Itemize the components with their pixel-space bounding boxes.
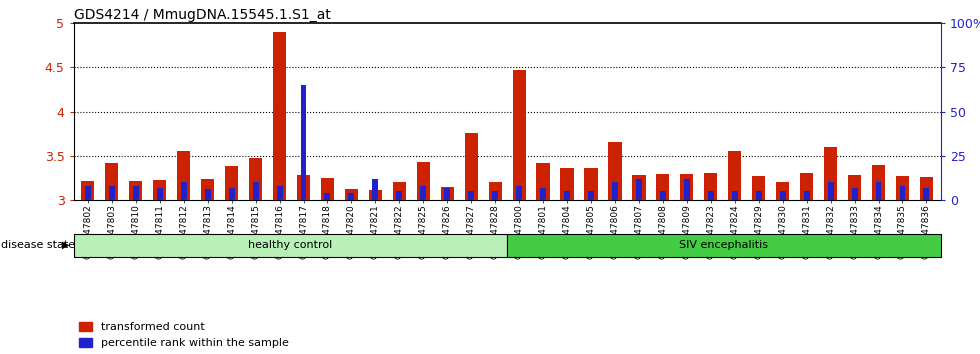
- Bar: [848, 175, 861, 200]
- Bar: [564, 191, 570, 200]
- Bar: [393, 182, 406, 200]
- Bar: [228, 188, 234, 200]
- Bar: [684, 179, 690, 200]
- Bar: [320, 178, 334, 200]
- Bar: [153, 180, 167, 200]
- Bar: [872, 165, 885, 200]
- Bar: [657, 175, 669, 200]
- Bar: [705, 173, 717, 200]
- Bar: [513, 70, 525, 200]
- Bar: [109, 186, 115, 200]
- Bar: [828, 182, 834, 200]
- Bar: [824, 147, 837, 200]
- Bar: [536, 163, 550, 200]
- Bar: [516, 186, 522, 200]
- Bar: [923, 188, 929, 200]
- Bar: [253, 182, 259, 200]
- Legend: transformed count, percentile rank within the sample: transformed count, percentile rank withi…: [79, 322, 289, 348]
- Bar: [732, 191, 738, 200]
- Bar: [249, 158, 263, 200]
- Bar: [465, 133, 478, 200]
- Bar: [297, 175, 310, 200]
- Bar: [372, 179, 378, 200]
- Bar: [780, 191, 786, 200]
- Bar: [276, 186, 282, 200]
- Bar: [301, 85, 307, 200]
- Bar: [420, 186, 426, 200]
- Bar: [804, 191, 809, 200]
- Bar: [756, 191, 761, 200]
- Bar: [492, 191, 498, 200]
- Bar: [896, 176, 909, 200]
- Bar: [396, 191, 403, 200]
- Bar: [85, 186, 91, 200]
- Bar: [800, 173, 813, 200]
- Bar: [74, 234, 508, 257]
- Bar: [349, 193, 355, 200]
- Bar: [133, 186, 139, 200]
- Bar: [612, 182, 618, 200]
- Bar: [508, 234, 941, 257]
- Bar: [81, 181, 94, 200]
- Bar: [900, 186, 906, 200]
- Bar: [875, 182, 881, 200]
- Bar: [468, 191, 474, 200]
- Bar: [324, 193, 330, 200]
- Bar: [177, 152, 190, 200]
- Bar: [728, 152, 741, 200]
- Text: SIV encephalitis: SIV encephalitis: [679, 240, 768, 250]
- Bar: [180, 182, 186, 200]
- Bar: [708, 191, 713, 200]
- Bar: [852, 188, 858, 200]
- Text: healthy control: healthy control: [248, 240, 332, 250]
- Bar: [205, 189, 211, 200]
- Text: GDS4214 / MmugDNA.15545.1.S1_at: GDS4214 / MmugDNA.15545.1.S1_at: [74, 8, 330, 22]
- Bar: [157, 188, 163, 200]
- Bar: [225, 166, 238, 200]
- Bar: [129, 181, 142, 200]
- Bar: [489, 182, 502, 200]
- Bar: [368, 190, 382, 200]
- Bar: [444, 188, 450, 200]
- Text: disease state: disease state: [1, 240, 75, 250]
- Bar: [752, 176, 765, 200]
- Bar: [273, 32, 286, 200]
- Bar: [776, 182, 789, 200]
- Bar: [920, 177, 933, 200]
- Bar: [561, 168, 573, 200]
- Bar: [680, 175, 694, 200]
- Bar: [588, 191, 594, 200]
- Text: ▶: ▶: [62, 240, 70, 250]
- Bar: [660, 191, 665, 200]
- Bar: [632, 175, 646, 200]
- Bar: [201, 179, 215, 200]
- Bar: [345, 188, 358, 200]
- Bar: [609, 143, 621, 200]
- Bar: [584, 168, 598, 200]
- Bar: [540, 188, 546, 200]
- Bar: [441, 187, 454, 200]
- Bar: [636, 179, 642, 200]
- Bar: [105, 163, 119, 200]
- Bar: [416, 162, 430, 200]
